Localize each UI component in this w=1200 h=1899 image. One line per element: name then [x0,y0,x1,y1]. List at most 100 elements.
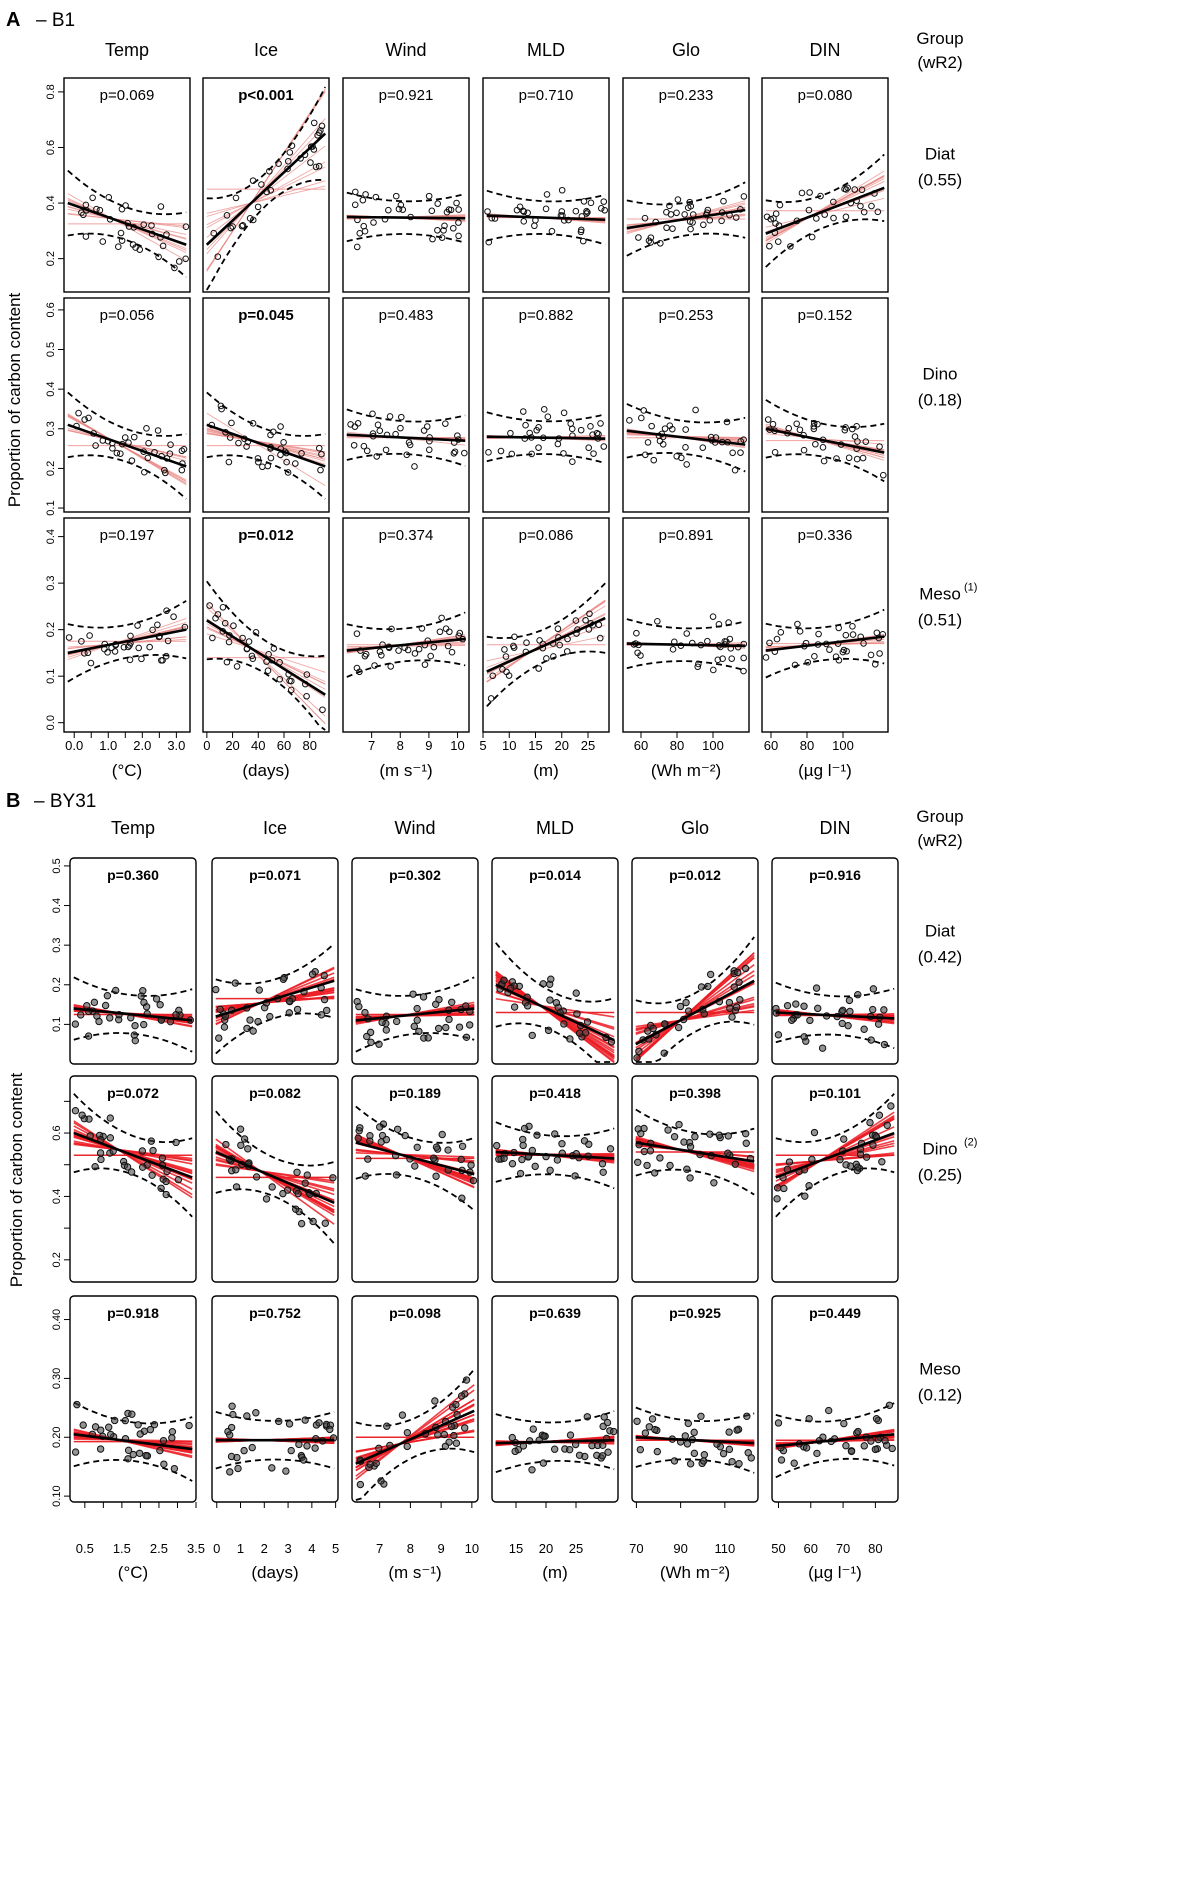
data-point [275,1417,283,1426]
data-point [442,1023,450,1032]
bootstrap-fit-line [67,193,187,261]
data-point [229,223,236,230]
data-point [867,651,875,659]
data-point [448,648,456,656]
data-point [572,617,580,624]
data-point [323,1006,331,1015]
data-point [214,253,222,260]
y-axis-label: Proportion of carbon content [7,1072,26,1287]
data-point [404,646,412,654]
y-tick-label: 0.4 [45,381,57,396]
data-point [212,614,219,622]
data-point [633,1417,641,1425]
data-point [303,1442,311,1450]
confidence-upper [775,981,895,998]
x-tick-label: 1.5 [113,1541,131,1556]
data-point [121,1416,130,1425]
data-point [774,238,782,245]
data-point [577,426,585,434]
x-tick-label: 80 [302,738,316,753]
data-point [819,444,827,451]
data-point [158,1154,167,1162]
subplot-diat-mld: p=0.710 [482,77,610,293]
data-point [860,208,868,216]
data-point [540,406,548,413]
data-point [268,1464,276,1472]
p-value-label: p=0.418 [529,1085,581,1101]
subplot-diat-wind: p=0.921 [342,77,470,293]
data-point [683,630,691,637]
data-point [645,1423,654,1431]
data-point [641,214,649,222]
data-point [539,980,547,988]
plot-frame [351,1075,479,1283]
data-point [415,645,423,653]
data-point [438,614,445,622]
data-point [124,1446,133,1455]
data-point [683,461,690,468]
data-point [403,1442,411,1451]
data-point [740,193,748,200]
data-point [598,1452,607,1460]
data-point [787,1016,796,1024]
data-point [239,634,246,642]
data-point [225,458,233,466]
data-point [511,1447,519,1456]
data-point [661,425,669,432]
data-point [283,458,290,466]
data-point [364,1155,372,1163]
data-point [90,998,99,1007]
data-point [319,706,326,714]
data-point [448,998,456,1007]
data-point [249,216,257,224]
data-point [117,229,125,237]
subplot-dino-ice: p=0.045 [202,297,330,513]
data-point [528,1466,536,1474]
data-point [175,258,183,265]
data-point [149,626,156,634]
data-point [689,219,696,226]
confidence-upper [486,411,606,423]
confidence-upper [626,618,746,630]
subplot-diat-wind: p=0.302 [351,857,479,1065]
data-point [682,426,689,433]
data-point [409,990,417,998]
data-point [307,143,315,150]
data-point [310,119,318,127]
data-point [101,1001,110,1010]
data-point [805,1414,813,1423]
bootstrap-fit-line [355,1152,475,1158]
data-point [135,1449,144,1457]
data-point [461,1424,469,1432]
data-point [820,457,828,465]
data-point [130,433,138,441]
data-point [599,1422,607,1431]
data-point [249,177,257,184]
data-point [291,1205,300,1213]
data-point [367,1038,375,1046]
data-point [528,1031,536,1040]
data-point [172,1011,180,1019]
data-point [266,1012,274,1021]
data-point [431,1397,439,1405]
data-point [885,1401,894,1409]
data-point [638,414,645,422]
x-tick-label: 7 [368,738,375,753]
data-point [867,1437,875,1445]
data-point [874,208,882,216]
data-point [445,1015,453,1024]
data-point [742,1129,750,1138]
confidence-lower [355,1173,475,1212]
data-point [860,1442,868,1450]
p-value-label: p=0.921 [379,87,434,104]
data-point [252,1173,261,1181]
confidence-lower [765,453,885,483]
data-point [734,968,742,977]
data-point [82,233,90,240]
x-tick-label: 40 [251,738,265,753]
plot-frame [342,77,470,293]
data-point [79,1421,87,1429]
data-point [254,1017,262,1026]
data-point [687,225,694,233]
p-value-label: p<0.001 [238,87,293,104]
